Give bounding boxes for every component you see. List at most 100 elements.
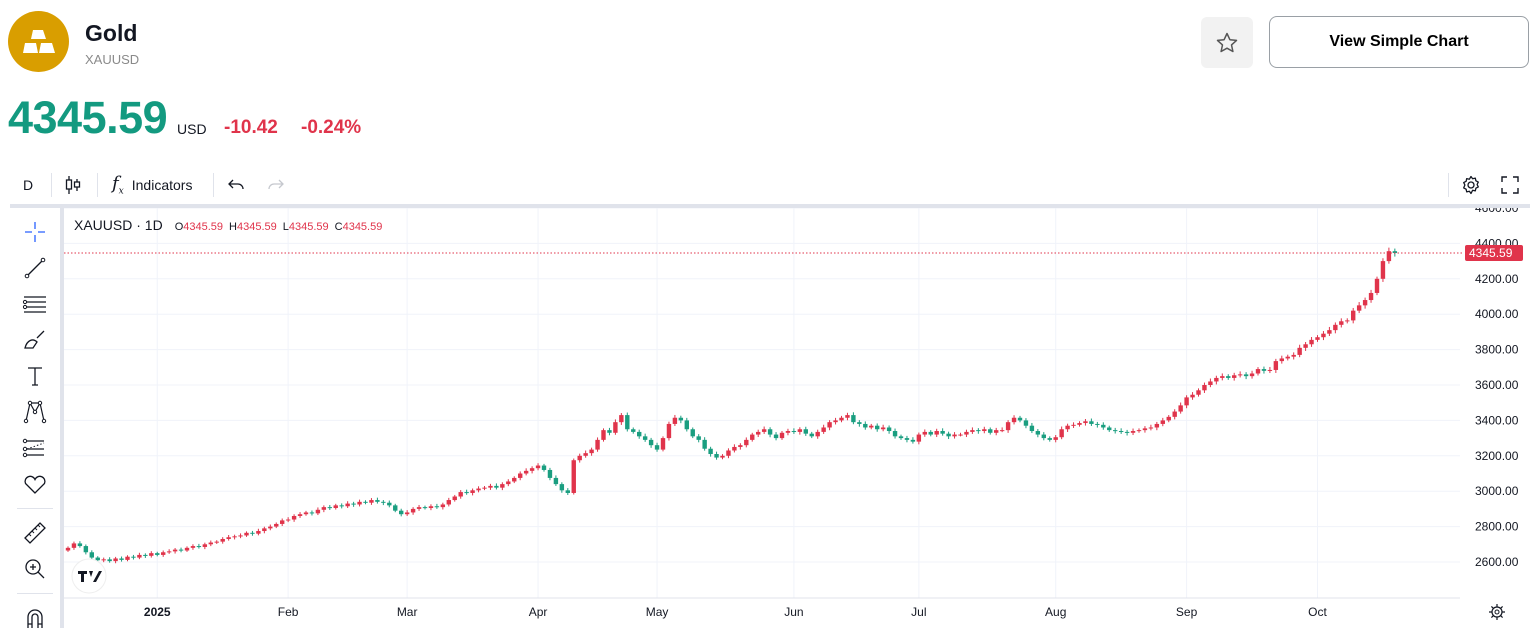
candle-body bbox=[327, 507, 332, 509]
candle-body bbox=[976, 430, 981, 432]
candle bbox=[1113, 427, 1118, 434]
time-axis[interactable]: 2025 Feb Mar Apr May Jun Jul Aug Sep Oct bbox=[144, 605, 1328, 619]
candle bbox=[1035, 429, 1041, 438]
candle bbox=[970, 427, 975, 434]
x-tick-label: Aug bbox=[1045, 605, 1066, 619]
legend-title: XAUUSD · 1D bbox=[74, 217, 163, 233]
candle bbox=[964, 429, 969, 438]
candle-body bbox=[297, 514, 303, 516]
candle-body bbox=[523, 470, 529, 474]
candle bbox=[101, 557, 106, 563]
candle-body bbox=[1392, 251, 1398, 254]
candle-body bbox=[767, 429, 773, 435]
candle-body bbox=[750, 434, 755, 440]
price-axis[interactable]: 2600.00 2800.00 3000.00 3200.00 3400.00 3600.… bbox=[1475, 208, 1519, 569]
candle bbox=[1154, 421, 1160, 431]
candle-body bbox=[1362, 300, 1368, 306]
high-label: H bbox=[229, 220, 237, 233]
candle-body bbox=[458, 492, 463, 497]
candle-body bbox=[1285, 356, 1290, 359]
candle bbox=[631, 427, 636, 434]
x-tick-label: Jun bbox=[784, 605, 803, 619]
candle-body bbox=[1339, 321, 1344, 325]
prediction-tool[interactable] bbox=[10, 430, 60, 466]
brush-tool[interactable] bbox=[10, 322, 60, 358]
candle bbox=[999, 427, 1005, 433]
candle bbox=[613, 419, 618, 435]
price-chart[interactable]: 2600.00 2800.00 3000.00 3200.00 3400.00 3600.… bbox=[64, 208, 1530, 628]
candle-body bbox=[994, 430, 999, 433]
candle bbox=[1356, 302, 1362, 314]
candle-body bbox=[982, 429, 987, 432]
zoom-tool[interactable] bbox=[10, 551, 60, 587]
candle bbox=[410, 507, 416, 515]
pattern-tool[interactable] bbox=[10, 394, 60, 430]
magnet-tool[interactable] bbox=[10, 600, 60, 636]
candle bbox=[827, 420, 832, 431]
indicators-button[interactable]: fx Indicators bbox=[112, 170, 192, 200]
price-change-percent: -0.24% bbox=[301, 117, 362, 138]
fib-tool[interactable] bbox=[10, 286, 60, 322]
low-value: 4345.59 bbox=[288, 220, 329, 233]
candle-body bbox=[238, 535, 243, 537]
candle-body bbox=[1065, 425, 1070, 430]
candle-body bbox=[1303, 344, 1308, 348]
redo-button[interactable] bbox=[266, 170, 284, 200]
asset-name: Gold bbox=[85, 20, 138, 46]
measure-tool[interactable] bbox=[10, 515, 60, 551]
settings-button[interactable] bbox=[1461, 170, 1481, 200]
candle-body bbox=[131, 556, 136, 558]
chart-type-button[interactable] bbox=[63, 170, 85, 200]
candle-body bbox=[107, 559, 112, 562]
candle bbox=[232, 534, 237, 540]
axis-settings-button[interactable] bbox=[1489, 604, 1505, 620]
candle-body bbox=[833, 420, 838, 423]
candle bbox=[1214, 375, 1219, 385]
function-icon: fx bbox=[112, 173, 124, 197]
trendline-tool[interactable] bbox=[10, 250, 60, 286]
x-tick-label: Mar bbox=[397, 605, 418, 619]
candle bbox=[89, 550, 94, 560]
candle-body bbox=[922, 431, 927, 435]
candle bbox=[797, 427, 803, 435]
candle bbox=[470, 488, 475, 496]
candle-body bbox=[339, 505, 344, 507]
candle-body bbox=[690, 429, 695, 437]
zoom-in-icon bbox=[25, 559, 45, 579]
favorites-tool[interactable] bbox=[10, 466, 60, 502]
candle bbox=[1095, 421, 1100, 428]
candle bbox=[1291, 352, 1296, 360]
candle bbox=[916, 432, 922, 445]
candle-body bbox=[886, 427, 892, 432]
y-tick-label: 3400.00 bbox=[1475, 413, 1519, 427]
interval-button[interactable]: D bbox=[22, 177, 34, 193]
candle-body bbox=[1101, 424, 1106, 428]
candle bbox=[553, 475, 559, 486]
candle-body bbox=[964, 431, 969, 435]
candle-body bbox=[244, 532, 249, 536]
candle bbox=[1249, 370, 1255, 379]
candle-body bbox=[488, 485, 493, 488]
view-simple-chart-button[interactable]: View Simple Chart bbox=[1269, 16, 1529, 68]
candle-body bbox=[898, 436, 904, 439]
crosshair-tool[interactable] bbox=[10, 214, 60, 250]
candle bbox=[458, 490, 463, 499]
candle bbox=[678, 415, 684, 424]
candle-body bbox=[553, 477, 559, 485]
candle bbox=[238, 533, 243, 539]
fib-lines-icon bbox=[22, 296, 46, 313]
text-tool[interactable] bbox=[10, 358, 60, 394]
candle bbox=[339, 503, 344, 509]
candle-body bbox=[1386, 251, 1392, 262]
candle-body bbox=[1005, 422, 1011, 431]
candle-body bbox=[601, 430, 606, 440]
candle-body bbox=[1035, 431, 1041, 435]
fullscreen-button[interactable] bbox=[1501, 170, 1519, 200]
candle-body bbox=[357, 501, 362, 505]
undo-button[interactable] bbox=[228, 170, 246, 200]
candle bbox=[1011, 415, 1017, 425]
y-tick-label: 4000.00 bbox=[1475, 307, 1519, 321]
candle-body bbox=[1023, 420, 1029, 426]
favorite-button[interactable] bbox=[1201, 17, 1253, 68]
candle-body bbox=[1172, 411, 1177, 417]
